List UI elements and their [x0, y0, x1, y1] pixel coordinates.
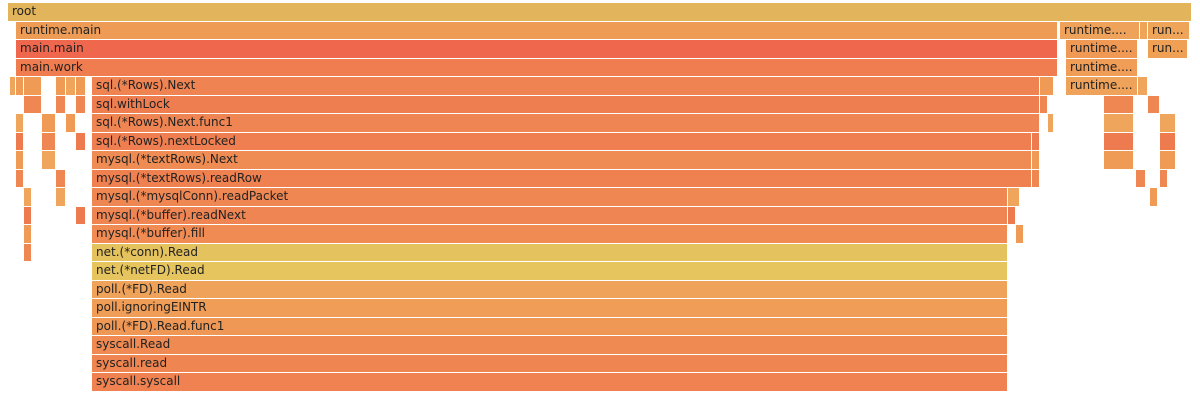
- frame[interactable]: runtime....: [1066, 58, 1138, 77]
- frame-sliver[interactable]: [24, 77, 42, 96]
- frame[interactable]: mysql.(*buffer).readNext: [92, 206, 1008, 225]
- frame[interactable]: sql.withLock: [92, 95, 1040, 114]
- frame-sliver[interactable]: [1032, 151, 1040, 170]
- frame[interactable]: runtime....: [1060, 21, 1140, 40]
- frame-sliver[interactable]: [1040, 77, 1054, 96]
- frame-sliver[interactable]: [1160, 151, 1176, 170]
- frame-sliver[interactable]: [56, 77, 66, 96]
- frame-sliver[interactable]: [10, 77, 16, 96]
- frame-sliver[interactable]: [1008, 206, 1016, 225]
- frame[interactable]: mysql.(*mysqlConn).readPacket: [92, 188, 1008, 207]
- frame-sliver[interactable]: [1104, 95, 1134, 114]
- frame-sliver[interactable]: [76, 95, 86, 114]
- frame-sliver[interactable]: [24, 188, 32, 207]
- frame[interactable]: runtime....: [1066, 77, 1138, 96]
- frame[interactable]: poll.ignoringEINTR: [92, 299, 1008, 318]
- frame-sliver[interactable]: [76, 77, 86, 96]
- frame-sliver[interactable]: [1136, 169, 1146, 188]
- frame[interactable]: net.(*conn).Read: [92, 243, 1008, 262]
- frame[interactable]: poll.(*FD).Read: [92, 280, 1008, 299]
- frame-sliver[interactable]: [42, 114, 56, 133]
- frame[interactable]: poll.(*FD).Read.func1: [92, 317, 1008, 336]
- frame-sliver[interactable]: [1104, 114, 1134, 133]
- frame[interactable]: mysql.(*buffer).fill: [92, 225, 1008, 244]
- frame-sliver[interactable]: [24, 243, 32, 262]
- frame[interactable]: syscall.syscall: [92, 373, 1008, 392]
- frame[interactable]: run...: [1148, 40, 1188, 59]
- frame[interactable]: sql.(*Rows).Next.func1: [92, 114, 1040, 133]
- frame[interactable]: syscall.Read: [92, 336, 1008, 355]
- frame-sliver[interactable]: [1150, 188, 1158, 207]
- frame-sliver[interactable]: [76, 132, 86, 151]
- frame[interactable]: runtime.main: [16, 21, 1058, 40]
- frame-sliver[interactable]: [1040, 95, 1048, 114]
- frame-sliver[interactable]: [16, 151, 24, 170]
- frame-sliver[interactable]: [1032, 169, 1040, 188]
- frame-sliver[interactable]: [76, 206, 86, 225]
- frame-sliver[interactable]: [66, 77, 76, 96]
- frame-sliver[interactable]: [1104, 151, 1134, 170]
- frame-sliver[interactable]: [1160, 132, 1176, 151]
- frame-sliver[interactable]: [42, 132, 56, 151]
- frame-sliver[interactable]: [1148, 95, 1160, 114]
- frame[interactable]: main.work: [16, 58, 1058, 77]
- frame[interactable]: mysql.(*textRows).Next: [92, 151, 1032, 170]
- frame-sliver[interactable]: [1160, 169, 1168, 188]
- frame[interactable]: sql.(*Rows).Next: [92, 77, 1040, 96]
- frame-sliver[interactable]: [1032, 132, 1040, 151]
- frame[interactable]: main.main: [16, 40, 1058, 59]
- frame-sliver[interactable]: [16, 77, 24, 96]
- frame-sliver[interactable]: [56, 188, 66, 207]
- frame-sliver[interactable]: [1048, 114, 1054, 133]
- frame-sliver[interactable]: [56, 95, 66, 114]
- frame[interactable]: runtime....: [1066, 40, 1138, 59]
- frame-sliver[interactable]: [16, 114, 24, 133]
- frame-sliver[interactable]: [1160, 114, 1176, 133]
- frame-sliver[interactable]: [1104, 132, 1134, 151]
- frame-sliver[interactable]: [1016, 225, 1024, 244]
- frame-sliver[interactable]: [66, 114, 76, 133]
- frame-sliver[interactable]: [1140, 21, 1148, 40]
- frame[interactable]: syscall.read: [92, 354, 1008, 373]
- frame-sliver[interactable]: [16, 132, 24, 151]
- frame[interactable]: net.(*netFD).Read: [92, 262, 1008, 281]
- frame-sliver[interactable]: [56, 169, 66, 188]
- frame[interactable]: run...: [1148, 21, 1190, 40]
- frame-sliver[interactable]: [24, 95, 42, 114]
- frame[interactable]: root: [8, 3, 1192, 22]
- frame[interactable]: mysql.(*textRows).readRow: [92, 169, 1032, 188]
- frame-sliver[interactable]: [16, 169, 24, 188]
- frame-sliver[interactable]: [24, 206, 32, 225]
- frame-sliver[interactable]: [24, 225, 32, 244]
- frame[interactable]: sql.(*Rows).nextLocked: [92, 132, 1032, 151]
- frame-sliver[interactable]: [1138, 77, 1148, 96]
- frame-sliver[interactable]: [42, 151, 56, 170]
- frame-sliver[interactable]: [1008, 188, 1020, 207]
